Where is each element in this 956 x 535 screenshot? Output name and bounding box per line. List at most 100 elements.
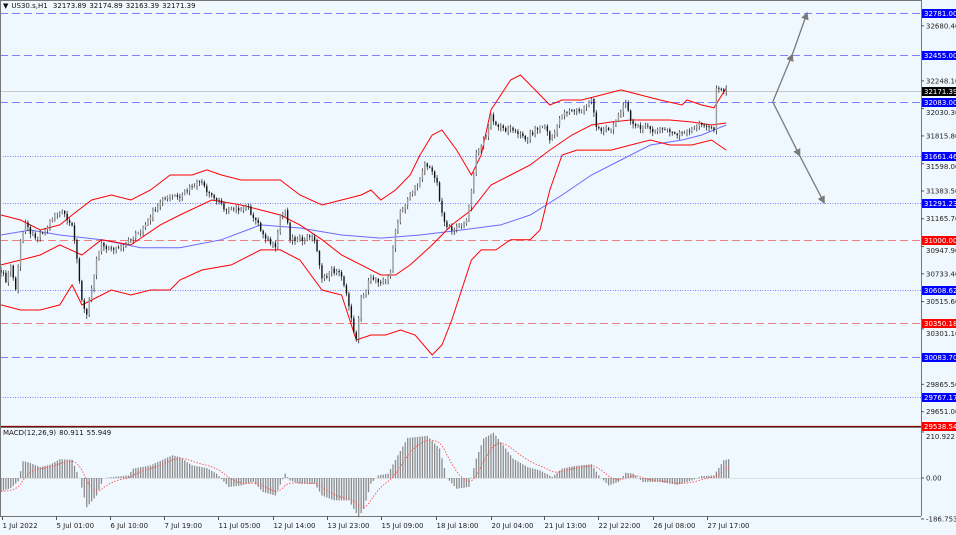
candle <box>296 236 299 243</box>
candle <box>331 266 333 277</box>
candle <box>203 180 206 188</box>
candle <box>664 127 666 131</box>
level-price-tag <box>922 199 956 208</box>
candle <box>585 104 588 112</box>
candle-body <box>98 251 100 259</box>
candle-body <box>480 145 482 150</box>
x-tick-label: 7 Jul 19:00 <box>165 522 203 530</box>
candle-body <box>203 182 206 187</box>
candle <box>696 124 698 132</box>
projection-arrow-up <box>772 53 794 103</box>
candle <box>438 181 441 203</box>
candle-body <box>610 129 612 131</box>
candle <box>184 189 186 196</box>
level-price-tag <box>922 51 956 60</box>
candle <box>122 243 125 252</box>
candle-body <box>328 272 330 278</box>
candle-body <box>338 270 340 273</box>
candle-body <box>61 210 63 214</box>
candle-body <box>612 123 615 130</box>
candle <box>627 100 629 113</box>
candle <box>394 228 397 253</box>
candle <box>377 278 379 287</box>
candle <box>137 231 139 235</box>
candle-body <box>331 268 333 273</box>
candle <box>240 207 242 212</box>
x-tick-label: 13 Jul 23:00 <box>328 522 370 530</box>
bollinger-lower-band <box>0 139 727 356</box>
x-tick-label: 27 Jul 17:00 <box>708 522 750 530</box>
candle-body <box>166 196 169 199</box>
candle <box>291 234 294 245</box>
candle <box>326 273 328 280</box>
candle <box>583 105 585 115</box>
candle-body <box>355 332 357 339</box>
candle-body <box>713 127 715 130</box>
candle <box>514 128 517 134</box>
candle <box>103 241 105 251</box>
projection-arrow-up <box>791 11 809 55</box>
candle-body <box>411 191 414 194</box>
candle-body <box>181 194 183 198</box>
candle <box>157 203 159 213</box>
level-price-tag <box>922 393 956 402</box>
level-price-tag <box>922 98 956 107</box>
candle-body <box>556 124 558 133</box>
candle-body <box>37 237 39 239</box>
candle <box>228 207 230 214</box>
candle <box>551 134 553 141</box>
candle <box>397 219 399 235</box>
candle-body <box>343 276 345 286</box>
candle <box>495 120 497 126</box>
candle <box>318 250 321 270</box>
candle <box>350 303 353 323</box>
candle <box>41 231 44 235</box>
candle-body <box>693 127 696 129</box>
candle-body <box>125 244 127 246</box>
candle <box>311 234 313 242</box>
candle <box>620 109 622 118</box>
candle <box>549 130 551 144</box>
candle <box>460 223 463 230</box>
candle-body <box>321 265 323 279</box>
candle <box>252 212 255 222</box>
candle-body <box>353 318 355 333</box>
candle-body <box>309 235 311 237</box>
candle <box>12 264 14 281</box>
candle <box>348 291 350 311</box>
candle-body <box>600 128 602 131</box>
candle <box>590 97 593 105</box>
candle-body <box>235 207 237 209</box>
candle <box>573 108 575 115</box>
candle <box>198 180 201 187</box>
candle <box>193 183 196 188</box>
candle <box>561 114 563 120</box>
level-price-tag <box>922 353 956 362</box>
high-value: 32174.89 <box>89 2 123 10</box>
candle-body <box>306 235 308 241</box>
candle-body <box>507 128 509 132</box>
candle <box>671 131 673 136</box>
candle-body <box>358 318 360 339</box>
x-tick-label: 1 Jul 2022 <box>3 522 38 530</box>
open-value: 32173.89 <box>52 2 87 10</box>
candle-body <box>576 109 578 111</box>
candle-body <box>568 110 571 113</box>
candle-body <box>130 239 132 241</box>
candle-body <box>541 126 544 128</box>
candle-body <box>460 224 463 226</box>
candle-body <box>299 237 301 239</box>
candle-body <box>723 89 725 92</box>
candle <box>44 227 46 236</box>
candle-body <box>683 132 686 134</box>
candle <box>705 123 708 131</box>
x-tick-label: 11 Jul 05:00 <box>219 522 261 530</box>
dropdown-triangle-icon[interactable]: ▼ <box>3 2 9 10</box>
y-tick-label: 30733.40 <box>926 270 956 278</box>
candle <box>534 125 536 138</box>
level-price-label: 32781.00 <box>924 10 956 18</box>
candle <box>683 130 686 135</box>
candle-body <box>531 132 534 135</box>
candle <box>389 269 392 279</box>
